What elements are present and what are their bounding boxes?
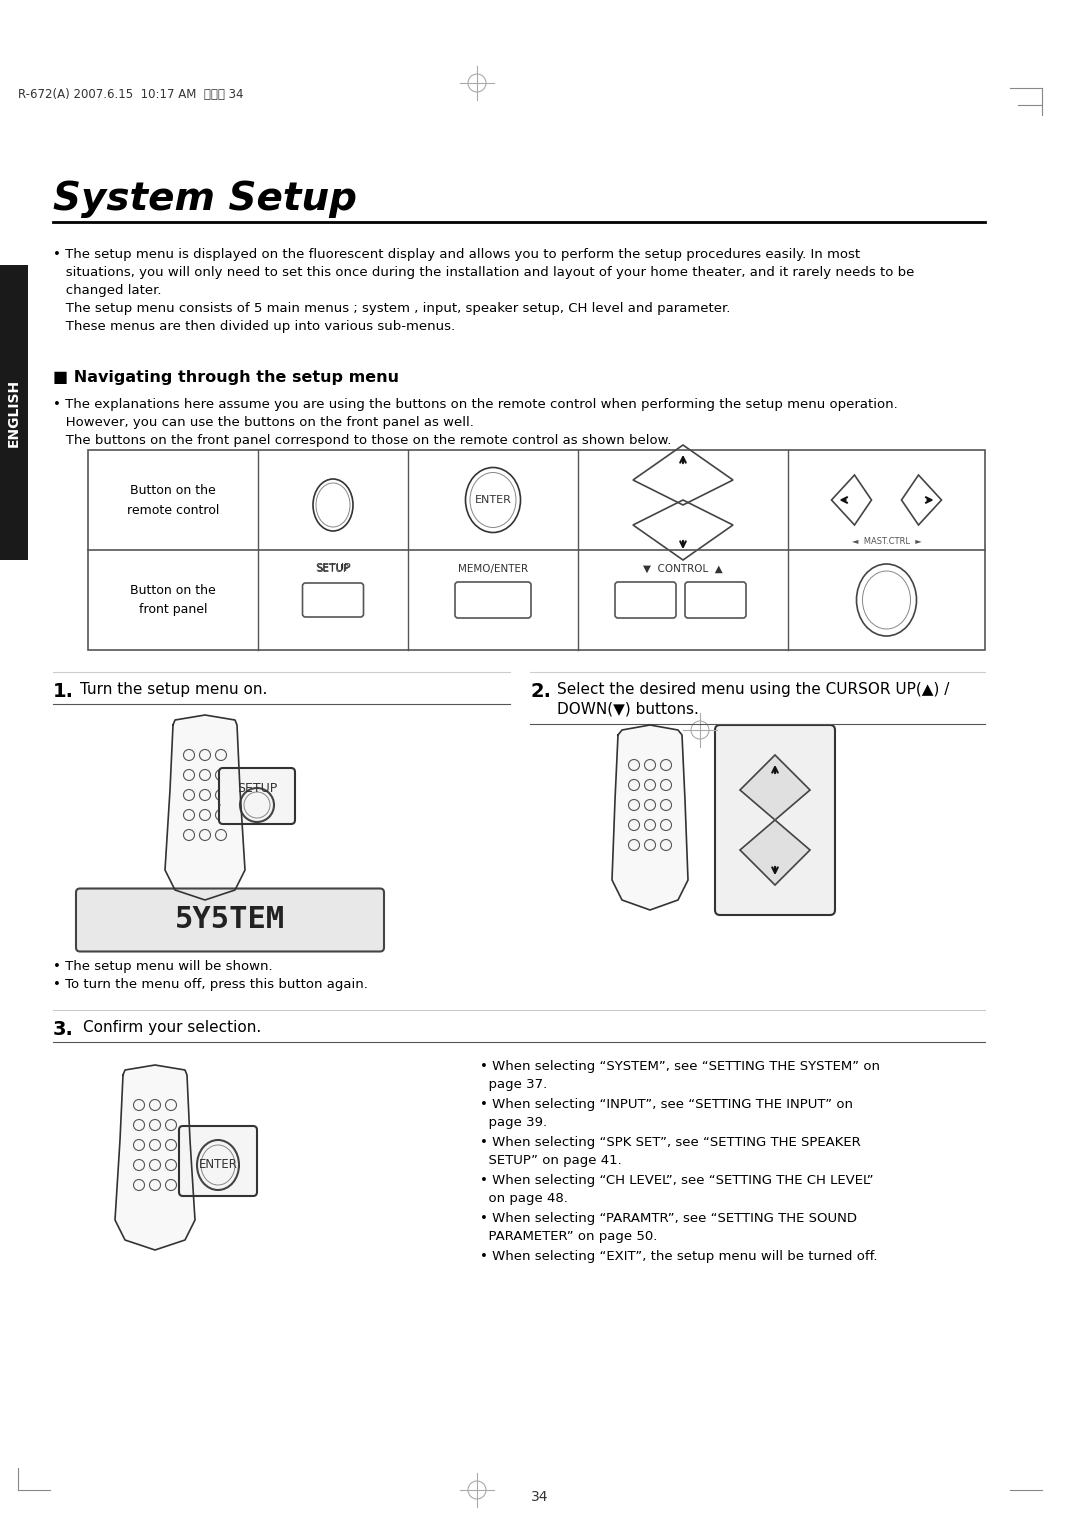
Text: DOWN(▼) buttons.: DOWN(▼) buttons.	[557, 702, 699, 717]
Text: 2.: 2.	[530, 682, 551, 702]
Text: page 37.: page 37.	[480, 1078, 548, 1090]
Text: • When selecting “CH LEVEL”, see “SETTING THE CH LEVEL”: • When selecting “CH LEVEL”, see “SETTIN…	[480, 1174, 874, 1186]
Text: front panel: front panel	[138, 604, 207, 616]
Polygon shape	[114, 1064, 195, 1250]
Text: • When selecting “SYSTEM”, see “SETTING THE SYSTEM” on: • When selecting “SYSTEM”, see “SETTING …	[480, 1060, 880, 1074]
Text: • To turn the menu off, press this button again.: • To turn the menu off, press this butto…	[53, 978, 368, 991]
Text: Button on the: Button on the	[130, 483, 216, 497]
Text: ◄  MAST.CTRL  ►: ◄ MAST.CTRL ►	[852, 537, 921, 546]
Text: page 39.: page 39.	[480, 1116, 548, 1128]
Text: However, you can use the buttons on the front panel as well.: However, you can use the buttons on the …	[53, 416, 474, 429]
Text: Select the desired menu using the CURSOR UP(▲) /: Select the desired menu using the CURSOR…	[557, 682, 949, 697]
Text: 5Y5TEM: 5Y5TEM	[175, 906, 285, 935]
Polygon shape	[612, 724, 688, 910]
Text: • When selecting “PARAMTR”, see “SETTING THE SOUND: • When selecting “PARAMTR”, see “SETTING…	[480, 1212, 858, 1225]
Text: The setup menu consists of 5 main menus ; system , input, speaker setup, CH leve: The setup menu consists of 5 main menus …	[53, 302, 730, 316]
Text: 3.: 3.	[53, 1020, 73, 1039]
Text: situations, you will only need to set this once during the installation and layo: situations, you will only need to set th…	[53, 265, 915, 279]
Text: • The setup menu is displayed on the fluorescent display and allows you to perfo: • The setup menu is displayed on the flu…	[53, 249, 860, 261]
Text: Confirm your selection.: Confirm your selection.	[83, 1020, 261, 1035]
Bar	[87, 450, 985, 650]
Text: SETUP” on page 41.: SETUP” on page 41.	[480, 1154, 622, 1167]
Text: • When selecting “INPUT”, see “SETTING THE INPUT” on: • When selecting “INPUT”, see “SETTING T…	[480, 1098, 853, 1112]
Text: System Setup: System Setup	[53, 180, 357, 218]
Text: ENTER: ENTER	[474, 496, 512, 505]
Text: remote control: remote control	[126, 503, 219, 517]
FancyBboxPatch shape	[715, 724, 835, 915]
Text: ▼  CONTROL  ▲: ▼ CONTROL ▲	[643, 564, 723, 573]
Text: SETUP: SETUP	[316, 564, 350, 573]
Polygon shape	[740, 820, 810, 884]
FancyBboxPatch shape	[76, 889, 384, 952]
Text: SETUP: SETUP	[315, 563, 351, 573]
FancyBboxPatch shape	[219, 769, 295, 824]
Text: • When selecting “SPK SET”, see “SETTING THE SPEAKER: • When selecting “SPK SET”, see “SETTING…	[480, 1136, 861, 1148]
Text: ENTER: ENTER	[199, 1159, 238, 1171]
FancyBboxPatch shape	[0, 265, 28, 560]
Text: • The setup menu will be shown.: • The setup menu will be shown.	[53, 961, 272, 973]
Text: ENGLISH: ENGLISH	[6, 378, 21, 447]
Text: These menus are then divided up into various sub-menus.: These menus are then divided up into var…	[53, 320, 455, 332]
Polygon shape	[165, 715, 245, 900]
Text: • The explanations here assume you are using the buttons on the remote control w: • The explanations here assume you are u…	[53, 398, 897, 412]
Text: changed later.: changed later.	[53, 284, 162, 297]
FancyBboxPatch shape	[179, 1125, 257, 1196]
Text: R-672(A) 2007.6.15  10:17 AM  페이지 34: R-672(A) 2007.6.15 10:17 AM 페이지 34	[18, 88, 243, 101]
Text: Turn the setup menu on.: Turn the setup menu on.	[80, 682, 268, 697]
Text: • When selecting “EXIT”, the setup menu will be turned off.: • When selecting “EXIT”, the setup menu …	[480, 1250, 877, 1263]
Polygon shape	[740, 755, 810, 820]
Text: MEMO/ENTER: MEMO/ENTER	[458, 564, 528, 573]
Text: The buttons on the front panel correspond to those on the remote control as show: The buttons on the front panel correspon…	[53, 435, 672, 447]
Text: SETUP: SETUP	[237, 781, 278, 795]
Text: PARAMETER” on page 50.: PARAMETER” on page 50.	[480, 1231, 658, 1243]
Text: on page 48.: on page 48.	[480, 1193, 568, 1205]
Text: ■ Navigating through the setup menu: ■ Navigating through the setup menu	[53, 371, 399, 384]
Text: Button on the: Button on the	[130, 584, 216, 596]
Text: 1.: 1.	[53, 682, 75, 702]
Text: 34: 34	[531, 1490, 549, 1504]
